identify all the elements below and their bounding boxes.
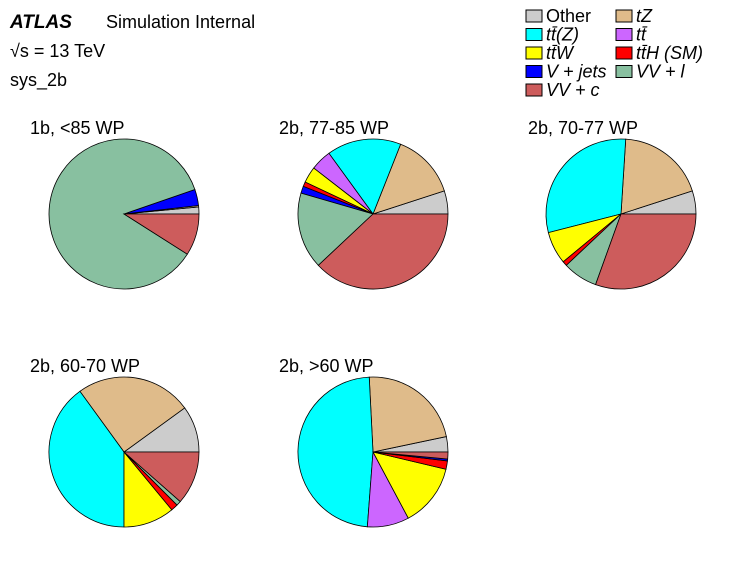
pie-chart: 2b, >60 WP xyxy=(279,356,449,528)
legend-label: VV + l xyxy=(636,62,686,82)
status-label: Simulation Internal xyxy=(106,12,255,32)
pie-slice xyxy=(122,213,200,255)
pie-slice xyxy=(297,376,374,528)
pie-slice xyxy=(595,213,697,290)
pie-slice xyxy=(545,138,627,234)
legend-swatch xyxy=(525,46,543,60)
legend-label: tt̄H (SM) xyxy=(636,43,703,63)
legend-swatch xyxy=(615,46,633,60)
pie-slice xyxy=(122,451,200,503)
legend-swatch xyxy=(615,9,633,23)
pie-chart: 1b, <85 WP xyxy=(30,118,200,290)
pie-slice xyxy=(317,213,449,290)
pie-charts: 1b, <85 WP 2b, 77-85 WP 2b, 70-77 WP 2b, 60… xyxy=(30,118,697,528)
pie-title: 1b, <85 WP xyxy=(30,118,125,138)
pie-title: 2b, >60 WP xyxy=(279,356,374,376)
pie-slice xyxy=(620,138,693,215)
legend-swatch xyxy=(525,65,543,78)
pie-title: 2b, 70-77 WP xyxy=(528,118,638,138)
legend-swatch xyxy=(615,65,633,78)
legend-label: tZ xyxy=(636,6,653,26)
pie-chart: 2b, 77-85 WP xyxy=(279,118,449,290)
legend-label: tt̄(Z) xyxy=(546,25,579,45)
pie-slice xyxy=(372,143,445,215)
atlas-label: ATLAS xyxy=(9,12,72,33)
pie-slice xyxy=(372,451,447,519)
legend-swatch xyxy=(615,28,633,41)
legend-swatch xyxy=(525,83,543,97)
pie-slice xyxy=(79,376,186,453)
legend-label: tt̄ xyxy=(636,25,648,45)
pie-slice xyxy=(297,192,374,266)
pie-title: 2b, 77-85 WP xyxy=(279,118,389,138)
pie-slice xyxy=(368,376,447,453)
pie-slice xyxy=(328,138,402,215)
pie-slice xyxy=(48,390,125,528)
legend-swatch xyxy=(525,9,543,23)
legend-label: V + jets xyxy=(546,62,607,82)
pie-slice xyxy=(372,451,449,460)
pie-chart: 2b, 60-70 WP xyxy=(30,356,200,528)
energy-label: √s = 13 TeV xyxy=(10,41,105,61)
legend-label: Other xyxy=(546,6,591,26)
pie-title: 2b, 60-70 WP xyxy=(30,356,140,376)
legend-label: VV + c xyxy=(546,80,600,100)
pie-chart: 2b, 70-77 WP xyxy=(528,118,697,290)
selection-tag: sys_2b xyxy=(10,70,67,91)
pie-slice xyxy=(48,138,196,290)
legend-label: tt̄W xyxy=(546,43,575,63)
energy-value: = 13 TeV xyxy=(29,41,105,61)
legend-swatch xyxy=(525,28,543,41)
energy-sqrt: √s xyxy=(10,41,29,61)
